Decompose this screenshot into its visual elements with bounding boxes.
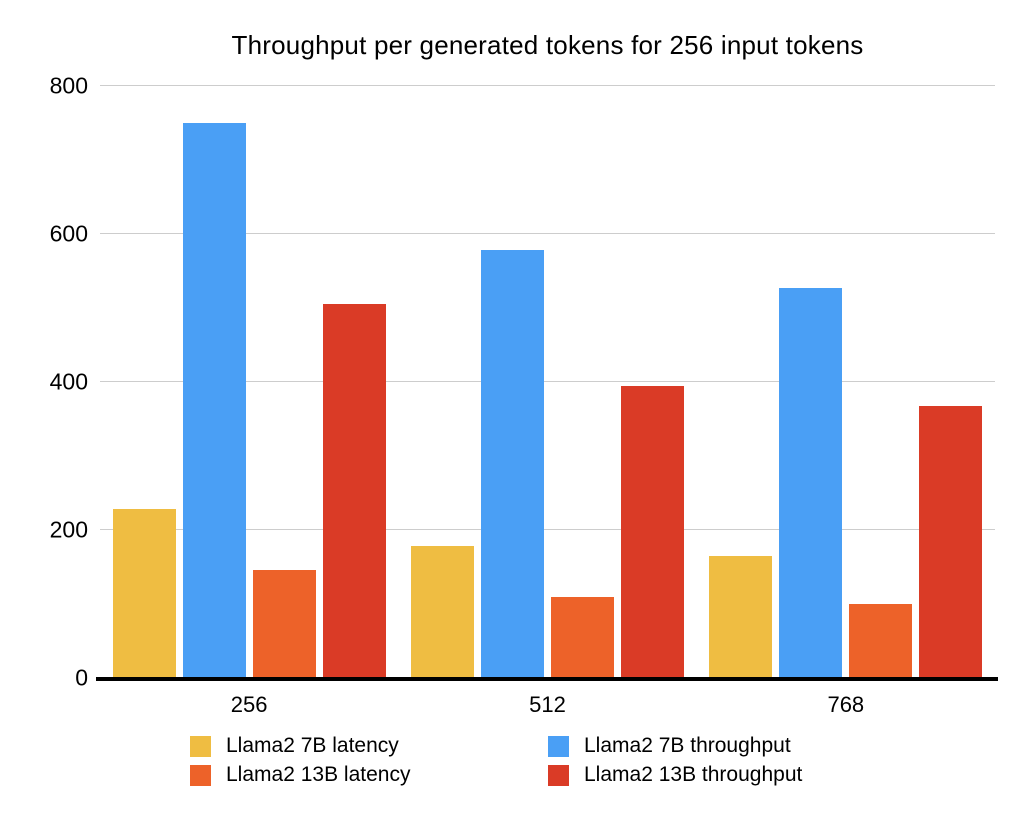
x-tick-label: 768 bbox=[827, 692, 865, 717]
legend-swatch bbox=[190, 735, 211, 757]
bar bbox=[550, 596, 614, 678]
legend-label: Llama2 7B throughput bbox=[584, 734, 791, 757]
gridline bbox=[100, 85, 995, 86]
x-tick-label: 256 bbox=[230, 692, 268, 717]
legend-item: Llama2 13B throughput bbox=[548, 763, 803, 786]
legend-item: Llama2 13B latency bbox=[190, 763, 411, 786]
legend-swatch bbox=[548, 764, 569, 786]
bar bbox=[849, 604, 913, 678]
y-axis: 0 200 400 600 800 bbox=[0, 74, 88, 689]
legend: Llama2 7B latency Llama2 13B latency Llam… bbox=[0, 734, 1022, 795]
bar bbox=[182, 123, 246, 678]
x-axis-line bbox=[96, 677, 998, 681]
y-tick-label: 600 bbox=[49, 220, 88, 247]
legend-swatch bbox=[548, 735, 569, 757]
plot-area bbox=[96, 85, 998, 681]
bar-group bbox=[100, 86, 398, 678]
bar bbox=[322, 304, 386, 678]
legend-item: Llama2 7B throughput bbox=[548, 734, 802, 757]
legend-label: Llama2 13B latency bbox=[226, 763, 411, 786]
bar bbox=[919, 405, 983, 678]
x-axis: 256 512 768 bbox=[100, 692, 995, 718]
y-tick-label: 400 bbox=[49, 368, 88, 395]
y-tick-label: 0 bbox=[75, 664, 88, 691]
legend-column-left: Llama2 7B latency Llama2 13B latency bbox=[190, 734, 411, 786]
y-tick-label: 800 bbox=[49, 72, 88, 99]
bar bbox=[252, 569, 316, 678]
bar bbox=[779, 288, 843, 678]
y-tick-label: 200 bbox=[49, 516, 88, 543]
bar bbox=[410, 546, 474, 678]
bar bbox=[480, 250, 544, 678]
bar bbox=[112, 509, 176, 678]
gridline bbox=[100, 381, 995, 382]
x-tick-label: 512 bbox=[529, 692, 566, 717]
legend-item: Llama2 7B latency bbox=[190, 734, 410, 757]
bar-group bbox=[697, 86, 995, 678]
legend-swatch bbox=[190, 764, 211, 786]
gridline bbox=[100, 529, 995, 530]
legend-column-right: Llama2 7B throughput Llama2 13B throughpu… bbox=[548, 734, 803, 786]
bar-group bbox=[398, 86, 696, 678]
bar bbox=[620, 385, 684, 678]
legend-label: Llama2 7B latency bbox=[226, 734, 399, 757]
bar bbox=[709, 555, 773, 678]
legend-label: Llama2 13B throughput bbox=[584, 763, 803, 786]
chart-title: Throughput per generated tokens for 256 … bbox=[231, 30, 864, 60]
gridline bbox=[100, 233, 995, 234]
